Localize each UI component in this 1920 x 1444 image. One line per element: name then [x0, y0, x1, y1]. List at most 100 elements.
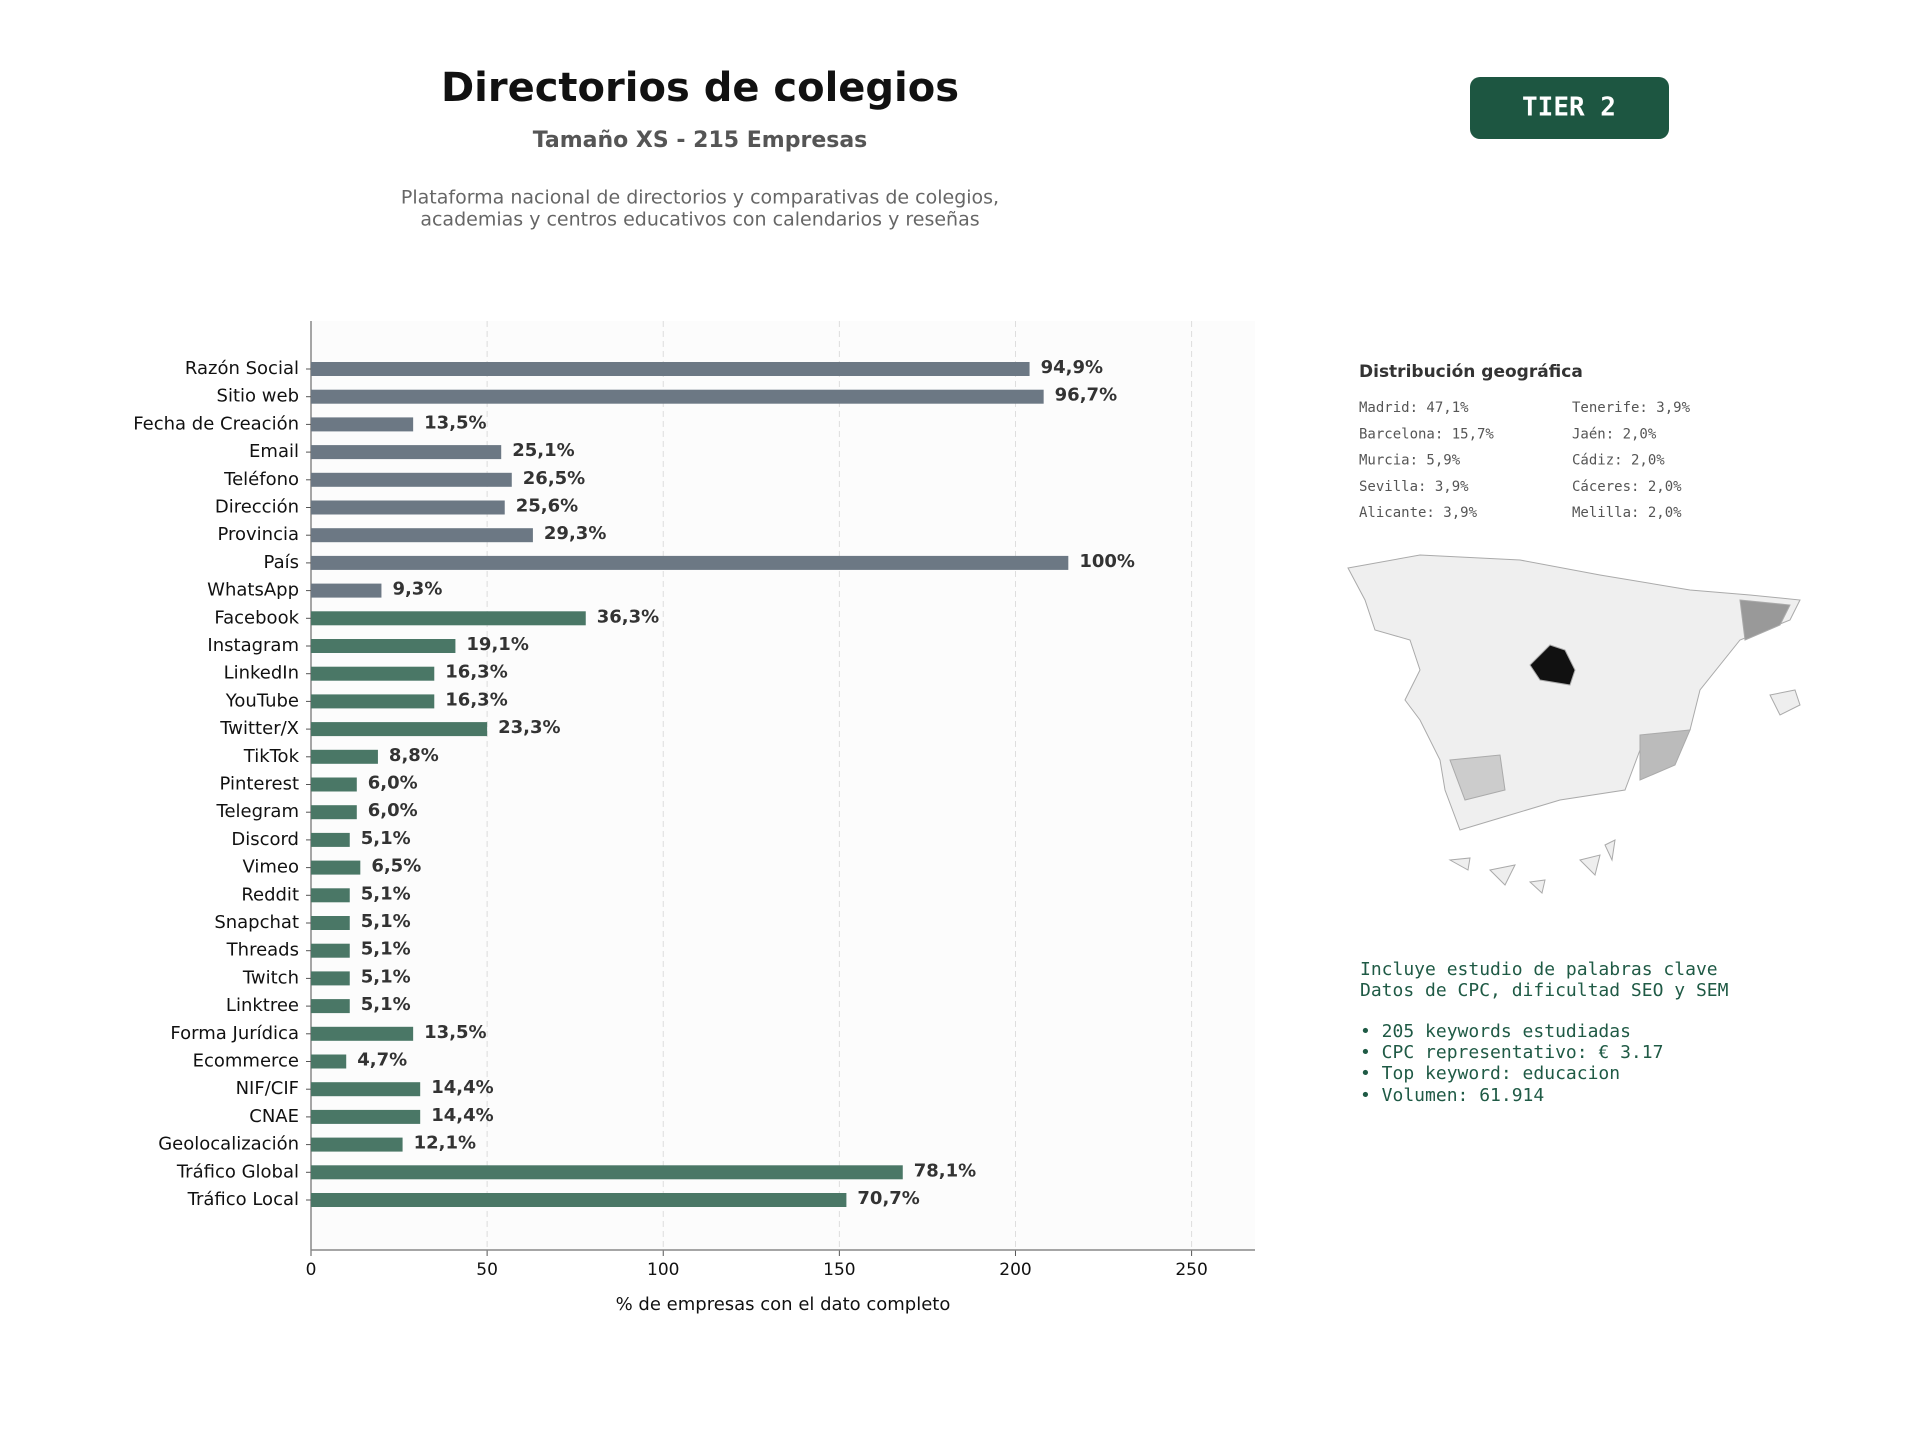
y-tick-label: Tráfico Global [176, 1161, 299, 1182]
chart-subtitle: Tamaño XS - 215 Empresas [533, 128, 868, 153]
keyword-line: • Top keyword: educacion [1360, 1063, 1620, 1084]
bar [311, 666, 435, 681]
keyword-line: • CPC representativo: € 3.17 [1360, 1042, 1663, 1063]
y-tick-label: Snapchat [214, 912, 299, 933]
y-tick-label: CNAE [249, 1106, 299, 1127]
y-tick-label: Forma Jurídica [170, 1023, 299, 1044]
bar [311, 528, 533, 543]
x-tick-label: 50 [476, 1260, 498, 1280]
bar [311, 943, 350, 958]
y-tick-label: Twitter/X [219, 718, 299, 739]
value-label: 8,8% [389, 745, 439, 766]
geo-entry: Madrid: 47,1% [1359, 400, 1469, 416]
y-tick-label: WhatsApp [207, 580, 299, 601]
bar [311, 971, 350, 986]
bar [311, 445, 502, 460]
x-tick-label: 0 [306, 1260, 317, 1280]
bar [311, 777, 357, 792]
bar [311, 1054, 347, 1069]
y-tick-label: Tráfico Local [187, 1189, 299, 1210]
geo-entry: Cáceres: 2,0% [1572, 479, 1682, 495]
value-label: 5,1% [361, 939, 411, 960]
y-tick-label: TikTok [243, 746, 300, 767]
y-tick-label: País [264, 552, 299, 573]
value-label: 5,1% [361, 994, 411, 1015]
y-tick-label: Sitio web [217, 386, 299, 407]
geo-entry: Tenerife: 3,9% [1572, 400, 1691, 416]
bar [311, 417, 414, 432]
y-tick-label: Facebook [214, 607, 299, 628]
y-tick-label: Dirección [215, 497, 299, 518]
y-tick-label: Ecommerce [193, 1051, 299, 1072]
y-tick-label: Threads [226, 940, 299, 961]
value-label: 5,1% [361, 911, 411, 932]
geo-title: Distribución geográfica [1359, 362, 1583, 382]
y-tick-label: Linktree [226, 995, 299, 1016]
y-tick-label: Reddit [241, 884, 299, 905]
bar [311, 860, 361, 875]
y-tick-label: YouTube [225, 690, 299, 711]
bar [311, 888, 350, 903]
bar [311, 694, 435, 709]
value-label: 96,7% [1055, 385, 1117, 406]
value-label: 14,4% [431, 1077, 493, 1098]
y-tick-label: NIF/CIF [236, 1078, 299, 1099]
y-tick-label: Provincia [217, 524, 299, 545]
value-label: 36,3% [597, 606, 659, 627]
bar [311, 472, 512, 487]
value-label: 78,1% [914, 1160, 976, 1181]
map-island [1448, 839, 1616, 894]
x-tick-label: 150 [823, 1260, 855, 1280]
bar [311, 362, 1030, 376]
bar [311, 1137, 403, 1152]
value-label: 94,9% [1041, 357, 1103, 378]
value-label: 6,0% [368, 773, 418, 794]
geo-entry: Cádiz: 2,0% [1572, 453, 1665, 469]
y-tick-label: Instagram [207, 635, 299, 656]
bar [311, 1109, 421, 1124]
value-label: 4,7% [357, 1050, 407, 1071]
bar [311, 639, 456, 653]
value-label: 5,1% [361, 828, 411, 849]
value-label: 25,6% [516, 496, 578, 517]
geo-entry: Sevilla: 3,9% [1359, 479, 1469, 495]
value-label: 16,3% [445, 689, 507, 710]
keyword-line: • Volumen: 61.914 [1360, 1085, 1544, 1106]
y-tick-label: Twitch [242, 967, 299, 988]
value-label: 23,3% [498, 717, 560, 738]
bar [311, 999, 350, 1014]
keyword-line: Incluye estudio de palabras clave [1360, 959, 1718, 980]
y-tick-label: LinkedIn [224, 663, 299, 684]
value-label: 12,1% [414, 1133, 476, 1154]
map-region [1639, 729, 1691, 781]
y-tick-label: Teléfono [223, 469, 299, 490]
bar [311, 555, 1069, 570]
bar [311, 1165, 903, 1180]
map-shape [1347, 554, 1801, 831]
value-label: 14,4% [431, 1105, 493, 1126]
description: academias y centros educativos con calen… [420, 209, 979, 231]
value-label: 100% [1079, 551, 1135, 572]
bar [311, 583, 382, 598]
map-region [1739, 599, 1791, 641]
value-label: 26,5% [523, 468, 585, 489]
geo-entry: Barcelona: 15,7% [1359, 426, 1494, 442]
map-region [1449, 754, 1506, 801]
x-axis-label: % de empresas con el dato completo [616, 1294, 951, 1315]
bar [311, 1026, 414, 1041]
value-label: 5,1% [361, 883, 411, 904]
map-island [1769, 689, 1801, 716]
x-tick-label: 250 [1175, 1260, 1207, 1280]
description: Plataforma nacional de directorios y com… [401, 187, 999, 209]
y-tick-label: Pinterest [219, 774, 299, 795]
bar [311, 805, 357, 820]
bar [311, 1193, 847, 1207]
value-label: 13,5% [424, 1022, 486, 1043]
value-label: 25,1% [512, 440, 574, 461]
bar [311, 749, 378, 764]
value-label: 13,5% [424, 412, 486, 433]
y-tick-label: Telegram [216, 801, 299, 822]
value-label: 9,3% [392, 579, 442, 600]
geo-entry: Alicante: 3,9% [1359, 505, 1478, 521]
